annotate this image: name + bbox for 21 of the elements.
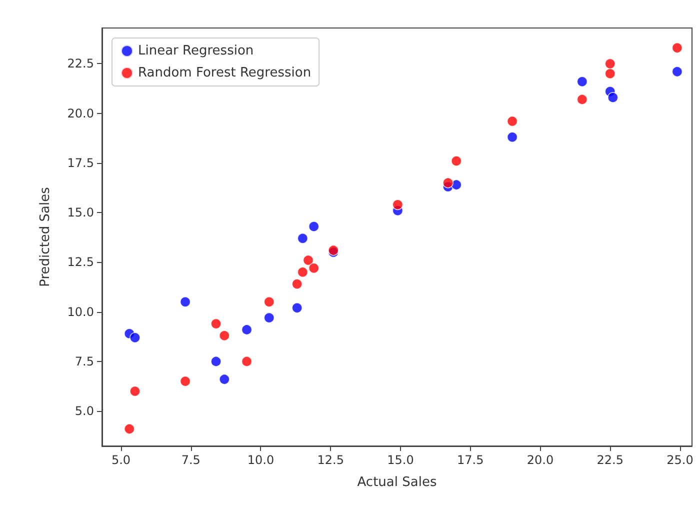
y-tick-label: 20.0 [67,106,94,120]
x-tick-label: 25.0 [666,453,694,467]
x-tick-label: 15.0 [387,453,414,467]
x-tick-label: 22.5 [596,453,624,467]
y-tick-label: 17.5 [67,156,94,170]
x-tick-label: 12.5 [317,453,344,467]
y-tick-label: 15.0 [67,206,94,220]
x-tick-label: 17.5 [457,453,484,467]
y-tick-label: 12.5 [67,255,94,270]
legend-label: Linear Regression [138,44,254,58]
x-tick-label: 20.0 [526,453,554,467]
x-tick-label: 10.0 [247,453,274,467]
y-tick-label: 7.5 [74,354,94,368]
y-tick-label: 10.0 [67,304,94,319]
x-axis-title: Actual Sales [357,475,437,490]
legend-label: Random Forest Regression [138,66,312,80]
y-axis-title: Predicted Sales [38,186,53,287]
y-tick-label: 22.5 [67,56,94,71]
x-tick-label: 7.5 [181,453,200,467]
x-tick-label: 5.0 [111,453,131,467]
y-tick-label: 5.0 [74,404,94,418]
